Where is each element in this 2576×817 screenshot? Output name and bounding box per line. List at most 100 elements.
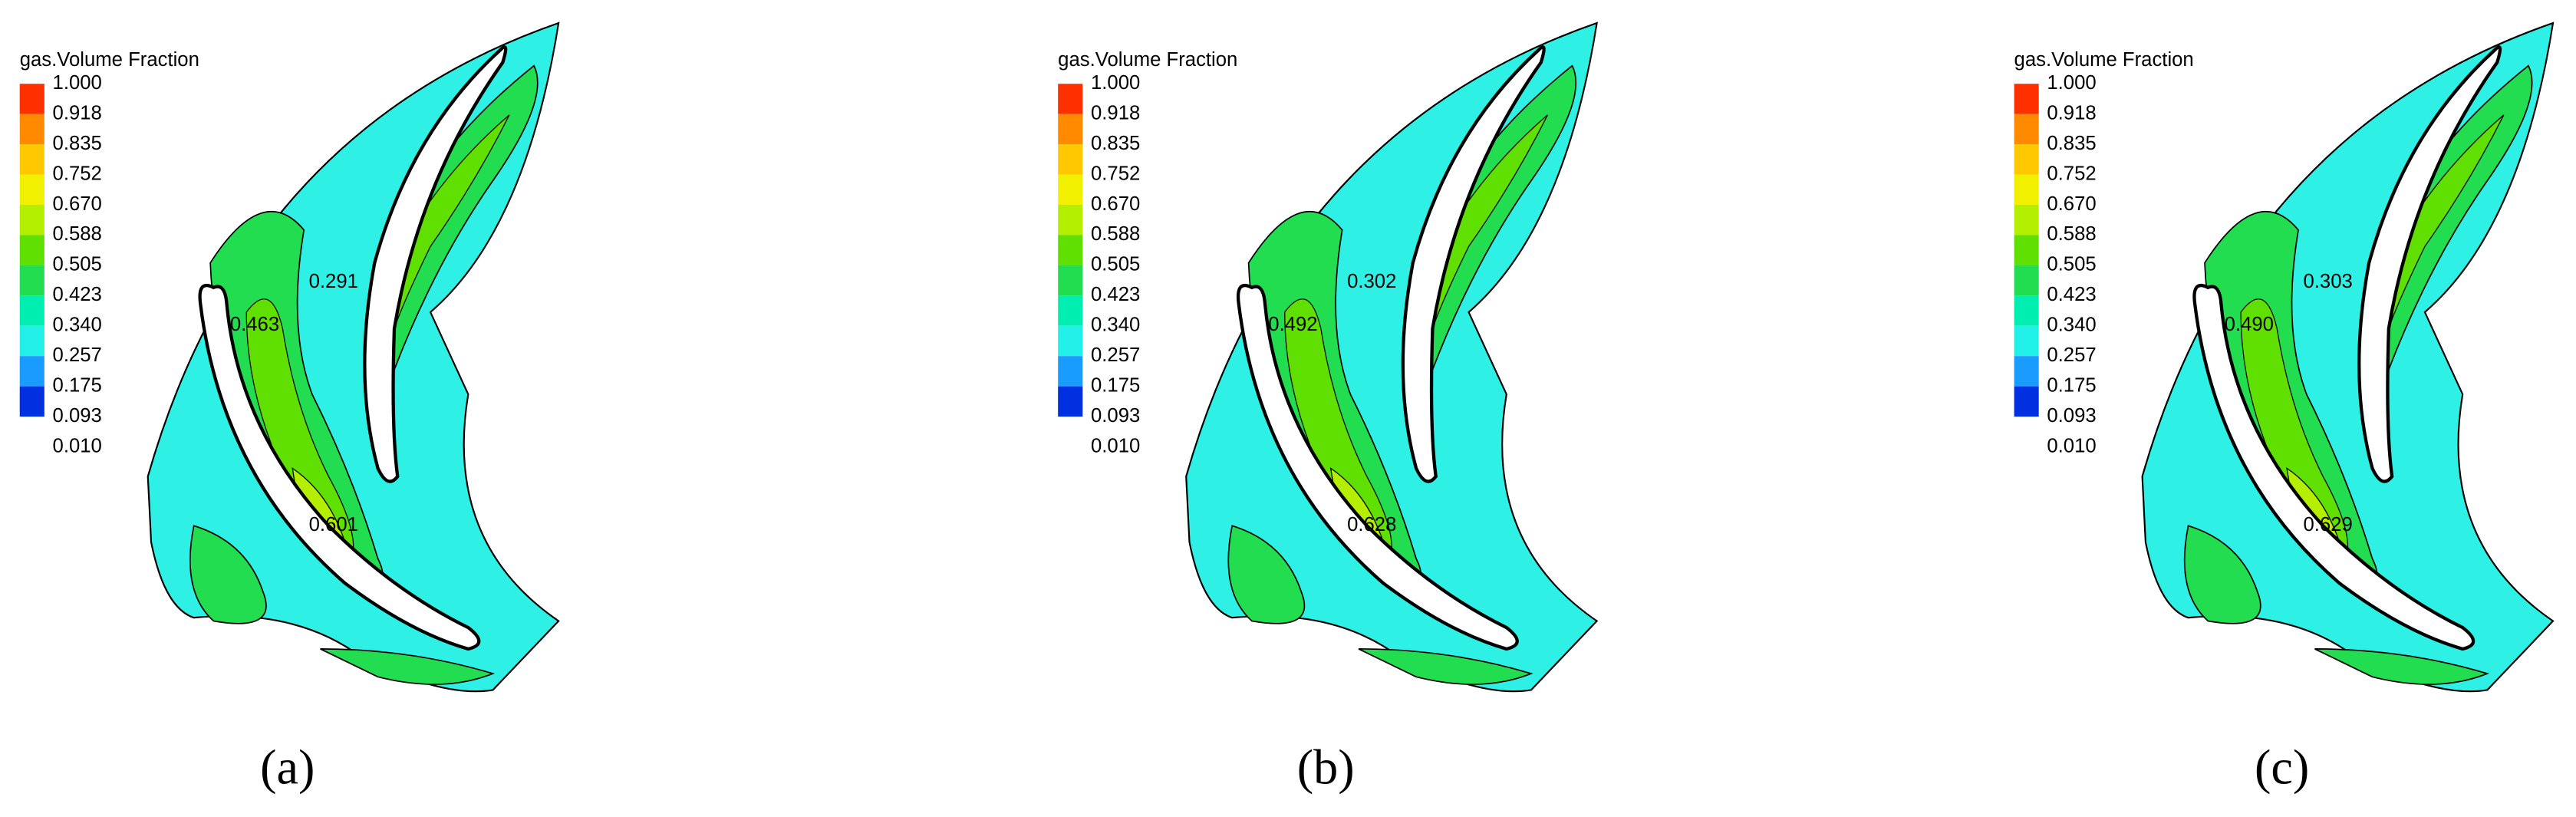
legend-tick-label: 0.340 xyxy=(2047,315,2096,336)
legend-swatch xyxy=(2014,386,2039,417)
legend-swatch xyxy=(1058,174,1083,205)
contour-label: 0.302 xyxy=(1347,271,1396,292)
contour-label: 0.463 xyxy=(230,314,279,335)
legend-swatch xyxy=(1058,265,1083,296)
legend-swatch xyxy=(19,84,44,114)
legend-tick-label: 0.670 xyxy=(1091,193,1140,215)
legend-title: gas.Volume Fraction xyxy=(20,49,199,71)
legend-swatch xyxy=(2014,356,2039,387)
contour-region xyxy=(2240,298,2349,568)
contour-region xyxy=(320,648,496,685)
legend-swatch xyxy=(1058,235,1083,265)
blade xyxy=(198,283,481,651)
legend-swatch xyxy=(2014,295,2039,326)
legend-tick-label: 0.423 xyxy=(2047,284,2096,305)
contour-label: 0.490 xyxy=(2225,314,2274,335)
contour-region xyxy=(1227,525,1306,624)
contour-region xyxy=(1358,648,1533,685)
legend-swatch xyxy=(19,144,44,175)
legend-tick-label: 0.340 xyxy=(53,315,102,336)
contour-label: 0.629 xyxy=(2303,514,2352,535)
legend-swatch xyxy=(1058,295,1083,326)
legend-swatch xyxy=(1058,325,1083,357)
contour-label: 0.303 xyxy=(2303,271,2352,292)
legend-swatch xyxy=(2014,114,2039,145)
legend-swatch xyxy=(19,325,44,357)
legend-tick-label: 0.093 xyxy=(2047,405,2096,427)
caption: (c) xyxy=(2255,740,2309,794)
legend-tick-label: 0.175 xyxy=(53,374,102,396)
legend-swatch xyxy=(1058,84,1083,114)
contour-label: 0.291 xyxy=(309,271,358,292)
legend-tick-label: 0.010 xyxy=(2047,435,2096,456)
contour-region xyxy=(189,525,267,624)
legend-tick-label: 0.670 xyxy=(53,193,102,215)
legend-tick-label: 0.010 xyxy=(53,435,102,456)
legend-tick-label: 1.000 xyxy=(53,72,102,94)
blade xyxy=(1401,45,1546,483)
legend-title: gas.Volume Fraction xyxy=(1058,49,1237,71)
contour-region xyxy=(2183,525,2261,624)
legend-swatch xyxy=(19,114,44,145)
legend-swatch xyxy=(19,174,44,205)
legend-swatch xyxy=(19,265,44,296)
legend-tick-label: 0.505 xyxy=(53,254,102,275)
legend-tick-label: 0.175 xyxy=(2047,374,2096,396)
blade xyxy=(1236,283,1519,651)
contour-label: 0.628 xyxy=(1347,514,1396,535)
legend-swatch xyxy=(1058,204,1083,236)
legend-tick-label: 0.093 xyxy=(53,405,102,427)
legend-swatch xyxy=(2014,265,2039,296)
legend-swatch xyxy=(1058,144,1083,175)
legend-swatch xyxy=(1058,356,1083,387)
legend-swatch xyxy=(2014,204,2039,236)
legend-tick-label: 0.423 xyxy=(53,284,102,305)
legend-swatch xyxy=(2014,174,2039,205)
legend-tick-label: 0.340 xyxy=(1091,315,1140,336)
caption: (b) xyxy=(1297,740,1355,794)
legend-tick-label: 0.835 xyxy=(2047,133,2096,154)
legend-tick-label: 0.010 xyxy=(1091,435,1140,456)
legend-tick-label: 0.588 xyxy=(1091,223,1140,245)
legend-swatch xyxy=(1058,386,1083,417)
legend-tick-label: 0.835 xyxy=(1091,133,1140,154)
legend-tick-label: 0.588 xyxy=(53,223,102,245)
legend-swatch xyxy=(2014,235,2039,265)
legend-tick-label: 0.257 xyxy=(2047,344,2096,366)
blade xyxy=(363,45,508,483)
legend-tick-label: 0.918 xyxy=(2047,102,2096,124)
contour-label: 0.492 xyxy=(1268,314,1317,335)
legend-tick-label: 0.257 xyxy=(53,344,102,366)
contour-region xyxy=(2314,648,2489,685)
legend-tick-label: 1.000 xyxy=(2047,72,2096,94)
legend-tick-label: 0.752 xyxy=(1091,163,1140,184)
legend-swatch xyxy=(19,386,44,417)
legend-tick-label: 0.835 xyxy=(53,133,102,154)
legend-tick-label: 0.505 xyxy=(2047,254,2096,275)
legend-tick-label: 0.752 xyxy=(53,163,102,184)
legend-swatch xyxy=(2014,84,2039,114)
contour-region xyxy=(245,298,354,568)
legend-tick-label: 0.670 xyxy=(2047,193,2096,215)
contour-region xyxy=(1284,298,1392,568)
blade xyxy=(2192,283,2476,651)
legend-swatch xyxy=(19,295,44,326)
legend-tick-label: 0.588 xyxy=(2047,223,2096,245)
legend-swatch xyxy=(19,204,44,236)
legend-tick-label: 1.000 xyxy=(1091,72,1140,94)
legend-tick-label: 0.175 xyxy=(1091,374,1140,396)
legend-swatch xyxy=(2014,325,2039,357)
contour-label: 0.601 xyxy=(309,514,358,535)
legend-tick-label: 0.257 xyxy=(1091,344,1140,366)
legend-tick-label: 0.505 xyxy=(1091,254,1140,275)
legend-tick-label: 0.093 xyxy=(1091,405,1140,427)
legend-swatch xyxy=(19,356,44,387)
legend-tick-label: 0.752 xyxy=(2047,163,2096,184)
legend-tick-label: 0.918 xyxy=(1091,102,1140,124)
legend-tick-label: 0.423 xyxy=(1091,284,1140,305)
